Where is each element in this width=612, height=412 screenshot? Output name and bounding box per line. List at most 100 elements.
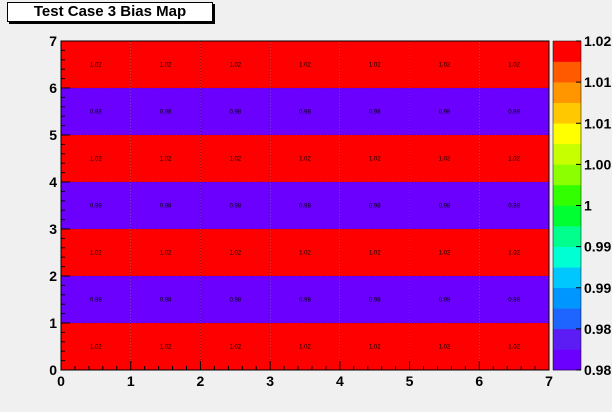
heatmap-cell	[409, 135, 480, 182]
cell-value-label: 0.98	[299, 298, 311, 304]
colorbar-swatch	[553, 328, 581, 350]
heatmap-cell	[409, 41, 480, 88]
colorbar-swatch	[553, 82, 581, 103]
cell-value-label: 1.02	[369, 345, 381, 351]
heatmap-cell	[61, 229, 131, 276]
y-tick-label: 6	[49, 80, 57, 96]
colorbar-swatch	[553, 184, 581, 206]
cell-value-label: 1.02	[508, 345, 520, 351]
cell-value-label: 0.98	[439, 110, 451, 116]
heatmap-cell	[479, 41, 549, 88]
heatmap-cell	[479, 135, 549, 182]
cell-value-label: 1.02	[229, 157, 241, 163]
cell-value-label: 1.02	[299, 251, 311, 257]
colorbar-swatch	[553, 287, 581, 309]
chart-title: Test Case 3 Bias Map	[7, 2, 213, 22]
heatmap-cell	[339, 323, 410, 370]
cell-value-label: 0.98	[508, 298, 520, 304]
cell-value-label: 1.02	[369, 251, 381, 257]
colorbar-tick-label: 1.01	[584, 115, 611, 131]
heatmap-cell	[409, 323, 480, 370]
heatmap-cell	[61, 276, 131, 323]
cell-value-label: 0.98	[229, 204, 241, 210]
cell-value-label: 1.02	[439, 251, 451, 257]
colorbar-tick-label: 1.02	[584, 33, 611, 49]
cell-value-label: 1.02	[90, 63, 102, 69]
heatmap-cell	[130, 323, 201, 370]
colorbar-swatch	[553, 246, 581, 268]
x-tick-label: 6	[475, 373, 483, 389]
heatmap-cell	[479, 182, 549, 229]
colorbar: 1.02 1.01 1.01 1.00 1 0.99 0.99 0.98 0.98	[552, 33, 611, 378]
heatmap-cell	[200, 323, 271, 370]
cell-value-label: 0.98	[299, 110, 311, 116]
colorbar-swatch	[553, 226, 581, 247]
x-tick-label: 4	[336, 373, 344, 389]
cell-value-label: 1.02	[90, 157, 102, 163]
heatmap-cell	[339, 276, 410, 323]
heatmap-cell	[130, 182, 201, 229]
cell-value-label: 1.02	[160, 63, 172, 69]
cell-value-label: 0.98	[90, 298, 102, 304]
cell-value-label: 1.02	[508, 63, 520, 69]
heatmap-cell	[479, 276, 549, 323]
colorbar-tick-label: 1	[584, 198, 592, 214]
heatmap-cell	[409, 182, 480, 229]
heatmap-axes: 0 1 2 3 4 5 6 7 0 1 2 3 4 5 6 7	[49, 33, 553, 389]
x-tick-label: 3	[266, 373, 274, 389]
heatmap-cell	[61, 88, 131, 135]
cell-value-label: 0.98	[369, 298, 381, 304]
colorbar-tick-label: 0.99	[584, 280, 611, 296]
cell-value-label: 1.02	[160, 251, 172, 257]
colorbar-tick-label: 0.98	[584, 321, 611, 337]
cell-value-label: 1.02	[439, 345, 451, 351]
cell-value-label: 1.02	[229, 251, 241, 257]
x-tick-label: 1	[127, 373, 135, 389]
heatmap-cell	[61, 135, 131, 182]
cell-value-label: 0.98	[369, 110, 381, 116]
heatmap-cell	[479, 229, 549, 276]
heatmap-cell	[270, 276, 340, 323]
cell-value-label: 1.02	[439, 157, 451, 163]
heatmap-cell	[130, 229, 201, 276]
cell-value-label: 0.98	[160, 298, 172, 304]
cell-value-label: 1.02	[508, 157, 520, 163]
colorbar-swatch	[553, 143, 581, 165]
heatmap-cell	[130, 41, 201, 88]
colorbar-swatch	[553, 102, 581, 124]
cell-value-label: 1.02	[160, 345, 172, 351]
cell-value-label: 1.02	[229, 63, 241, 69]
colorbar-swatch	[553, 164, 581, 186]
y-tick-label: 1	[49, 315, 57, 331]
cell-value-label: 0.98	[369, 204, 381, 210]
cell-value-label: 1.02	[90, 345, 102, 351]
cell-value-label: 0.98	[229, 110, 241, 116]
heatmap-cell	[270, 182, 340, 229]
heatmap-cell	[200, 229, 271, 276]
colorbar-swatch	[553, 41, 581, 62]
heatmap-cell	[200, 182, 271, 229]
heatmap-cell	[270, 41, 340, 88]
heatmap-cell-labels: 1.02 1.02 1.02 1.02 1.02 1.02 1.02 0.98 0.98 0.98…	[90, 63, 521, 351]
colorbar-swatch	[553, 267, 581, 289]
heatmap-cell	[61, 41, 131, 88]
x-tick-label: 5	[406, 373, 414, 389]
heatmap-cell	[479, 88, 549, 135]
cell-value-label: 0.98	[160, 204, 172, 210]
heatmap-cell	[270, 323, 340, 370]
colorbar-swatch	[553, 349, 581, 371]
heatmap-grid	[61, 41, 549, 370]
y-tick-label: 4	[49, 174, 57, 190]
heatmap-cell	[130, 276, 201, 323]
cell-value-label: 1.02	[369, 157, 381, 163]
colorbar-swatch	[553, 61, 581, 83]
cell-value-label: 0.98	[508, 204, 520, 210]
y-tick-label: 7	[49, 33, 57, 49]
cell-value-label: 1.02	[229, 345, 241, 351]
y-tick-label: 2	[49, 268, 57, 284]
heatmap-cell	[339, 135, 410, 182]
colorbar-tick-label: 0.98	[584, 362, 611, 378]
x-tick-label: 2	[197, 373, 205, 389]
heatmap-cell	[339, 182, 410, 229]
